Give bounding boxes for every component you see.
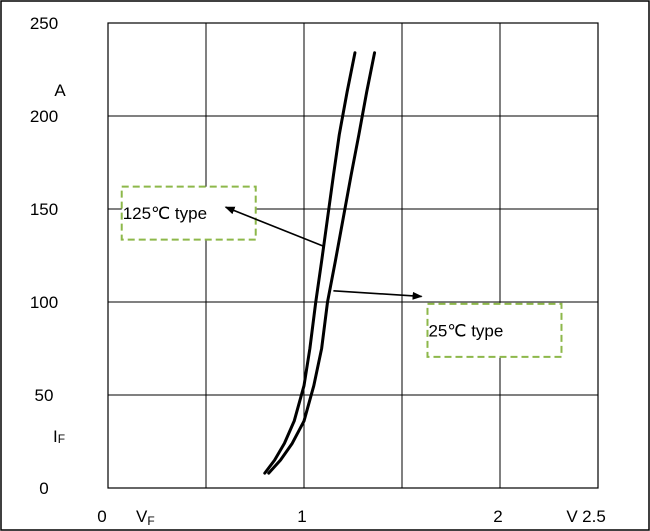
x-tick-label-2: 2 (493, 507, 502, 526)
annotation-label-1: 25℃ type (428, 321, 503, 340)
annotation-box-1 (426, 302, 563, 358)
plot-frame (107, 22, 599, 489)
series-1-point-2 (291, 442, 294, 445)
y-tick-label-1: 50 (35, 386, 54, 405)
series-0-point-10 (338, 133, 341, 136)
series-1-point-7 (334, 260, 337, 262)
series-1-point-4 (313, 384, 315, 387)
y-tick-label-5: 250 (30, 14, 58, 33)
series-0-point-8 (326, 217, 329, 220)
series-0-point-3 (293, 420, 296, 422)
series-1-point-10 (358, 133, 360, 136)
annotation-arrow-0 (224, 206, 324, 247)
x-axis-unit: V (566, 507, 578, 526)
series-1-point-8 (342, 217, 345, 220)
x-tick-label-1: 1 (297, 507, 306, 526)
annotation-arrow-1 (333, 290, 423, 300)
series-1-point-11 (365, 91, 368, 93)
series-0-point-7 (320, 260, 323, 262)
x-tick-label-0: 0 (97, 507, 106, 526)
series-0-point-6 (314, 301, 317, 303)
series-0-point-2 (283, 442, 286, 445)
series-0-point-4 (303, 384, 305, 387)
tick-labels: 0 1 2 2.5 0 50 100 150 200 250 (30, 14, 606, 526)
series-1-point-5 (320, 347, 323, 350)
series-0-point-12 (354, 51, 356, 54)
y-tick-label-0: 0 (39, 479, 48, 498)
series-1-point-12 (373, 51, 376, 54)
series-0-point-1 (273, 459, 276, 461)
annotations: 125℃ type 25℃ type (120, 185, 563, 358)
series-0-point-9 (332, 174, 335, 177)
y-axis-symbol: IF (53, 427, 65, 446)
series-0-point-0 (264, 472, 266, 474)
series-1-point-6 (326, 301, 329, 303)
grid (107, 22, 599, 489)
axis-symbols: VF V IF A (53, 81, 578, 528)
series-0-point-11 (346, 91, 348, 93)
annotation-label-0: 125℃ type (123, 204, 207, 223)
y-tick-label-3: 150 (30, 200, 58, 219)
x-axis-symbol: VF (136, 507, 155, 528)
series-1-point-1 (279, 459, 282, 461)
series-1-point-0 (267, 472, 270, 474)
y-axis-unit: A (54, 81, 66, 100)
x-tick-label-3: 2.5 (582, 507, 606, 526)
y-tick-label-2: 100 (30, 293, 58, 312)
series-0-point-5 (309, 347, 311, 350)
series-1-point-9 (350, 174, 352, 177)
y-tick-label-4: 200 (30, 107, 58, 126)
series-group (263, 51, 377, 475)
series-1-point-3 (303, 420, 305, 422)
